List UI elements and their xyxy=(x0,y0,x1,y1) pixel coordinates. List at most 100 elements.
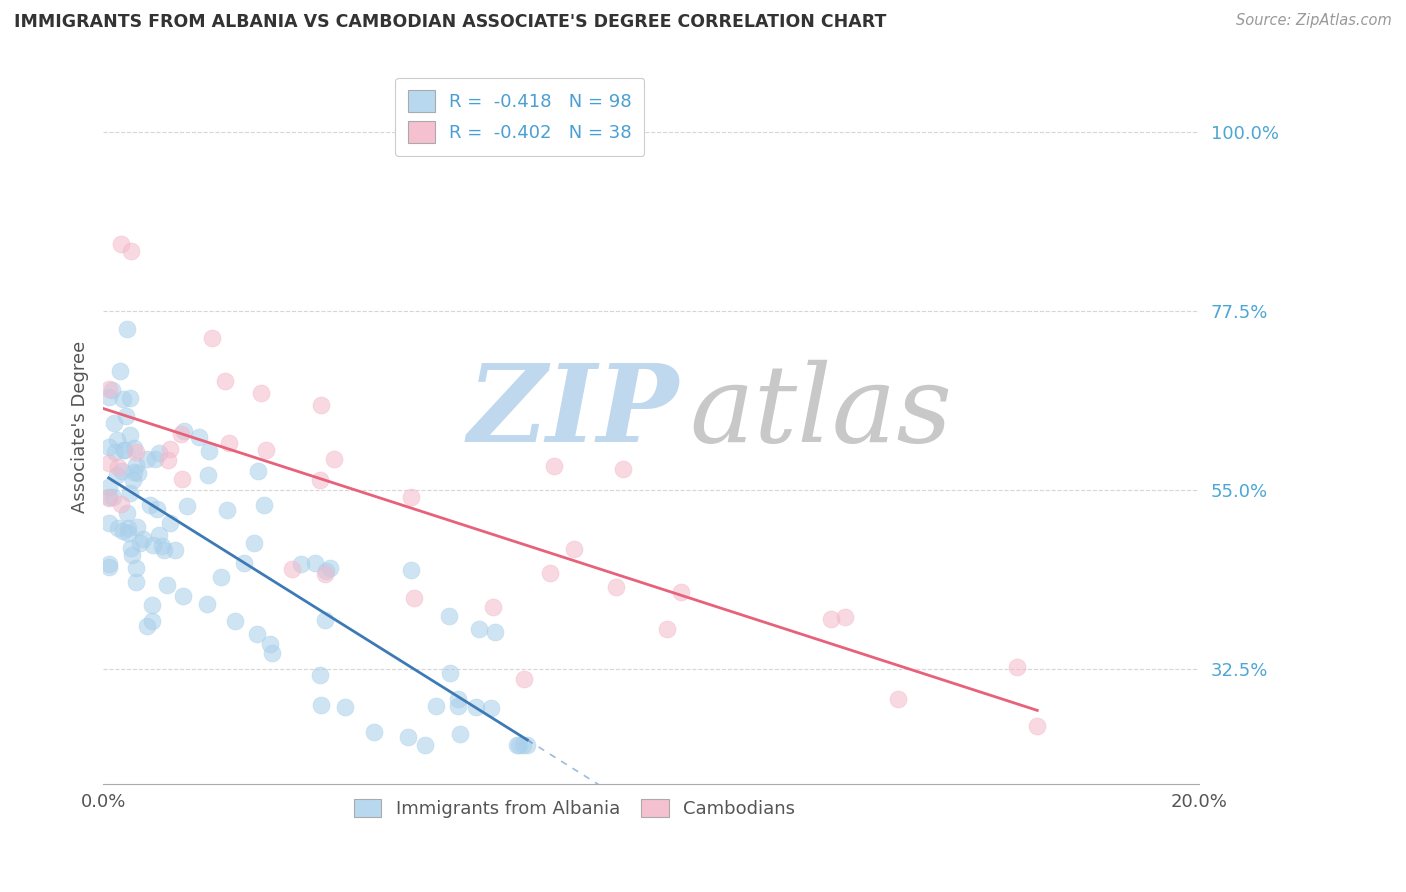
Point xyxy=(887,692,910,706)
Point xyxy=(139,498,162,512)
Point xyxy=(482,600,505,615)
Point xyxy=(98,490,121,504)
Point xyxy=(121,473,143,487)
Point xyxy=(308,474,330,488)
Point xyxy=(159,516,181,531)
Point xyxy=(304,556,326,570)
Legend: Immigrants from Albania, Cambodians: Immigrants from Albania, Cambodians xyxy=(347,792,803,825)
Point xyxy=(148,528,170,542)
Point xyxy=(105,433,128,447)
Point xyxy=(447,699,470,714)
Point xyxy=(260,646,283,660)
Point xyxy=(449,727,471,741)
Point xyxy=(112,443,135,458)
Point xyxy=(101,490,124,504)
Point xyxy=(233,556,256,570)
Point xyxy=(150,540,173,554)
Point xyxy=(195,597,218,611)
Text: IMMIGRANTS FROM ALBANIA VS CAMBODIAN ASSOCIATE'S DEGREE CORRELATION CHART: IMMIGRANTS FROM ALBANIA VS CAMBODIAN ASS… xyxy=(14,13,886,31)
Point xyxy=(820,612,842,626)
Point xyxy=(115,321,138,335)
Point xyxy=(132,532,155,546)
Point xyxy=(136,451,159,466)
Point xyxy=(543,459,565,474)
Point xyxy=(259,637,281,651)
Point xyxy=(97,491,120,506)
Point xyxy=(246,627,269,641)
Point xyxy=(112,524,135,538)
Point xyxy=(108,364,131,378)
Point xyxy=(513,672,536,686)
Point xyxy=(249,385,271,400)
Point xyxy=(315,564,337,578)
Point xyxy=(319,561,342,575)
Point xyxy=(176,499,198,513)
Point xyxy=(415,738,437,752)
Point xyxy=(314,566,336,581)
Point xyxy=(141,599,163,613)
Point xyxy=(115,409,138,423)
Point xyxy=(104,444,127,458)
Point xyxy=(107,459,129,474)
Point xyxy=(101,383,124,397)
Point xyxy=(110,497,132,511)
Point xyxy=(508,738,530,752)
Point xyxy=(834,609,856,624)
Point xyxy=(657,623,679,637)
Point xyxy=(127,467,149,481)
Point xyxy=(124,458,146,472)
Point xyxy=(141,614,163,628)
Point xyxy=(363,724,385,739)
Point xyxy=(156,578,179,592)
Point xyxy=(107,520,129,534)
Text: ZIP: ZIP xyxy=(467,359,679,465)
Point xyxy=(145,452,167,467)
Point xyxy=(605,581,627,595)
Point xyxy=(169,427,191,442)
Point xyxy=(117,521,139,535)
Point xyxy=(447,691,470,706)
Point xyxy=(187,430,209,444)
Point xyxy=(124,574,146,589)
Point xyxy=(465,699,488,714)
Point xyxy=(437,609,460,624)
Point xyxy=(125,445,148,459)
Point xyxy=(112,442,135,457)
Point xyxy=(612,462,634,476)
Point xyxy=(159,442,181,456)
Point xyxy=(197,467,219,482)
Point xyxy=(173,424,195,438)
Point xyxy=(562,542,585,557)
Point xyxy=(671,584,693,599)
Point xyxy=(111,464,134,478)
Point xyxy=(120,541,142,555)
Y-axis label: Associate's Degree: Associate's Degree xyxy=(72,341,89,513)
Point xyxy=(110,236,132,251)
Point xyxy=(335,700,357,714)
Point xyxy=(118,427,141,442)
Point xyxy=(254,442,277,457)
Point xyxy=(201,331,224,345)
Point xyxy=(516,738,538,752)
Point xyxy=(117,525,139,540)
Point xyxy=(323,451,346,466)
Point xyxy=(125,520,148,534)
Point xyxy=(425,699,447,714)
Point xyxy=(148,445,170,459)
Point xyxy=(479,700,502,714)
Point xyxy=(402,591,425,605)
Point xyxy=(217,503,239,517)
Point xyxy=(224,614,246,628)
Point xyxy=(399,490,422,504)
Point xyxy=(396,731,419,745)
Point xyxy=(401,562,423,576)
Point xyxy=(309,668,332,682)
Point xyxy=(115,507,138,521)
Point xyxy=(97,456,120,470)
Point xyxy=(309,398,332,412)
Point xyxy=(153,542,176,557)
Point xyxy=(218,436,240,450)
Point xyxy=(439,665,461,680)
Point xyxy=(142,538,165,552)
Point xyxy=(512,738,534,752)
